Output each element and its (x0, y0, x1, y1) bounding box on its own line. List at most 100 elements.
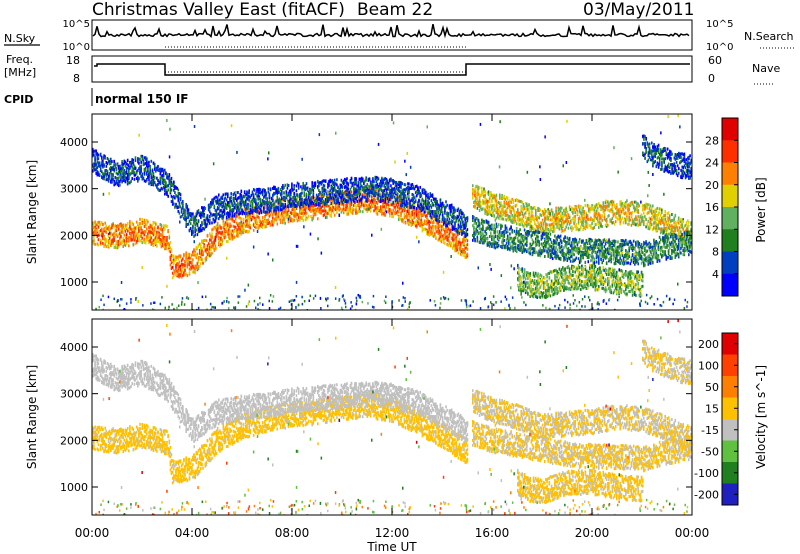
echo-cell (257, 226, 259, 229)
echo-cell (369, 184, 372, 188)
echo-cell (245, 224, 247, 228)
echo-cell (400, 181, 402, 185)
echo-cell (449, 204, 452, 208)
echo-cell (216, 205, 219, 209)
echo-cell (101, 232, 103, 236)
echo-cell (204, 222, 207, 225)
echo-cell (179, 205, 182, 209)
echo-cell (411, 183, 414, 186)
echo-cell (275, 212, 277, 216)
echo-cell (261, 225, 264, 229)
echo-cell (402, 204, 405, 208)
echo-cell (248, 195, 250, 199)
echo-cell (455, 237, 457, 241)
echo-cell (362, 193, 364, 197)
echo-cell (329, 207, 331, 211)
echo-cell (157, 240, 159, 244)
echo-cell (150, 179, 153, 183)
echo-cell (241, 230, 244, 234)
echo-cell (402, 191, 405, 195)
echo-cell (452, 246, 454, 250)
echo-cell (355, 192, 357, 196)
echo-cell (277, 188, 280, 192)
echo-cell (387, 181, 390, 185)
echo-cell (354, 194, 356, 198)
echo-cell (170, 194, 173, 198)
echo-cell (381, 212, 383, 216)
echo-cell (162, 169, 165, 173)
echo-cell (277, 212, 280, 216)
echo-cell (228, 201, 230, 204)
echo-cell (256, 189, 258, 193)
echo-cell (360, 197, 363, 201)
echo-cell (167, 247, 169, 251)
echo-cell (322, 199, 325, 203)
echo-cell (365, 199, 367, 203)
echo-cell (410, 213, 412, 217)
echo-cell (441, 213, 444, 217)
echo-cell (188, 219, 191, 223)
echo-cell (115, 229, 118, 233)
echo-cell (198, 249, 201, 252)
echo-cell (228, 204, 230, 207)
echo-cell (114, 244, 117, 248)
echo-cell (416, 190, 418, 194)
echo-cell (454, 224, 456, 227)
echo-cell (430, 199, 433, 203)
echo-cell (94, 230, 96, 233)
echo-cell (155, 241, 157, 245)
echo-cell (108, 224, 111, 228)
echo-cell (178, 192, 181, 195)
echo-cell (330, 179, 333, 183)
echo-cell (366, 209, 369, 213)
echo-cell (220, 200, 222, 204)
echo-cell (428, 205, 430, 209)
echo-cell (347, 212, 349, 216)
echo-cell (166, 241, 168, 245)
echo-cell (466, 232, 469, 236)
echo-cell (129, 222, 131, 226)
echo-cell (238, 231, 240, 235)
echo-cell (359, 198, 362, 202)
echo-cell (332, 206, 335, 209)
echo-cell (453, 227, 455, 231)
echo-cell (419, 222, 421, 225)
echo-cell (321, 193, 324, 197)
echo-cell (130, 171, 132, 175)
echo-cell (92, 241, 94, 245)
echo-cell (464, 218, 466, 222)
echo-cell (138, 161, 140, 165)
echo-cell (258, 197, 261, 200)
echo-cell (291, 202, 293, 206)
echo-cell (213, 248, 216, 252)
echo-cell (384, 185, 387, 189)
echo-cell (417, 201, 419, 205)
echo-cell (243, 195, 246, 199)
echo-cell (147, 167, 149, 171)
echo-cell (472, 192, 474, 196)
echo-cell (106, 227, 109, 231)
echo-cell (323, 192, 326, 196)
echo-cell (402, 193, 405, 197)
echo-cell (224, 232, 227, 236)
echo-cell (373, 201, 375, 205)
echo-cell (173, 202, 175, 206)
echo-cell (405, 197, 408, 201)
echo-cell (405, 202, 408, 206)
echo-cell (126, 179, 129, 183)
echo-cell (294, 195, 297, 199)
echo-cell (249, 226, 252, 230)
echo-cell (234, 212, 237, 215)
echo-cell (355, 210, 357, 214)
echo-cell (236, 232, 238, 236)
echo-cell (313, 213, 316, 217)
echo-cell (435, 204, 437, 208)
echo-cell (153, 241, 156, 245)
echo-cell (126, 163, 129, 167)
echo-cell (312, 205, 315, 209)
echo-cell (408, 201, 410, 205)
echo-cell (206, 248, 209, 251)
echo-cell (119, 166, 121, 170)
echo-cell (234, 215, 237, 219)
echo-cell (342, 211, 345, 215)
